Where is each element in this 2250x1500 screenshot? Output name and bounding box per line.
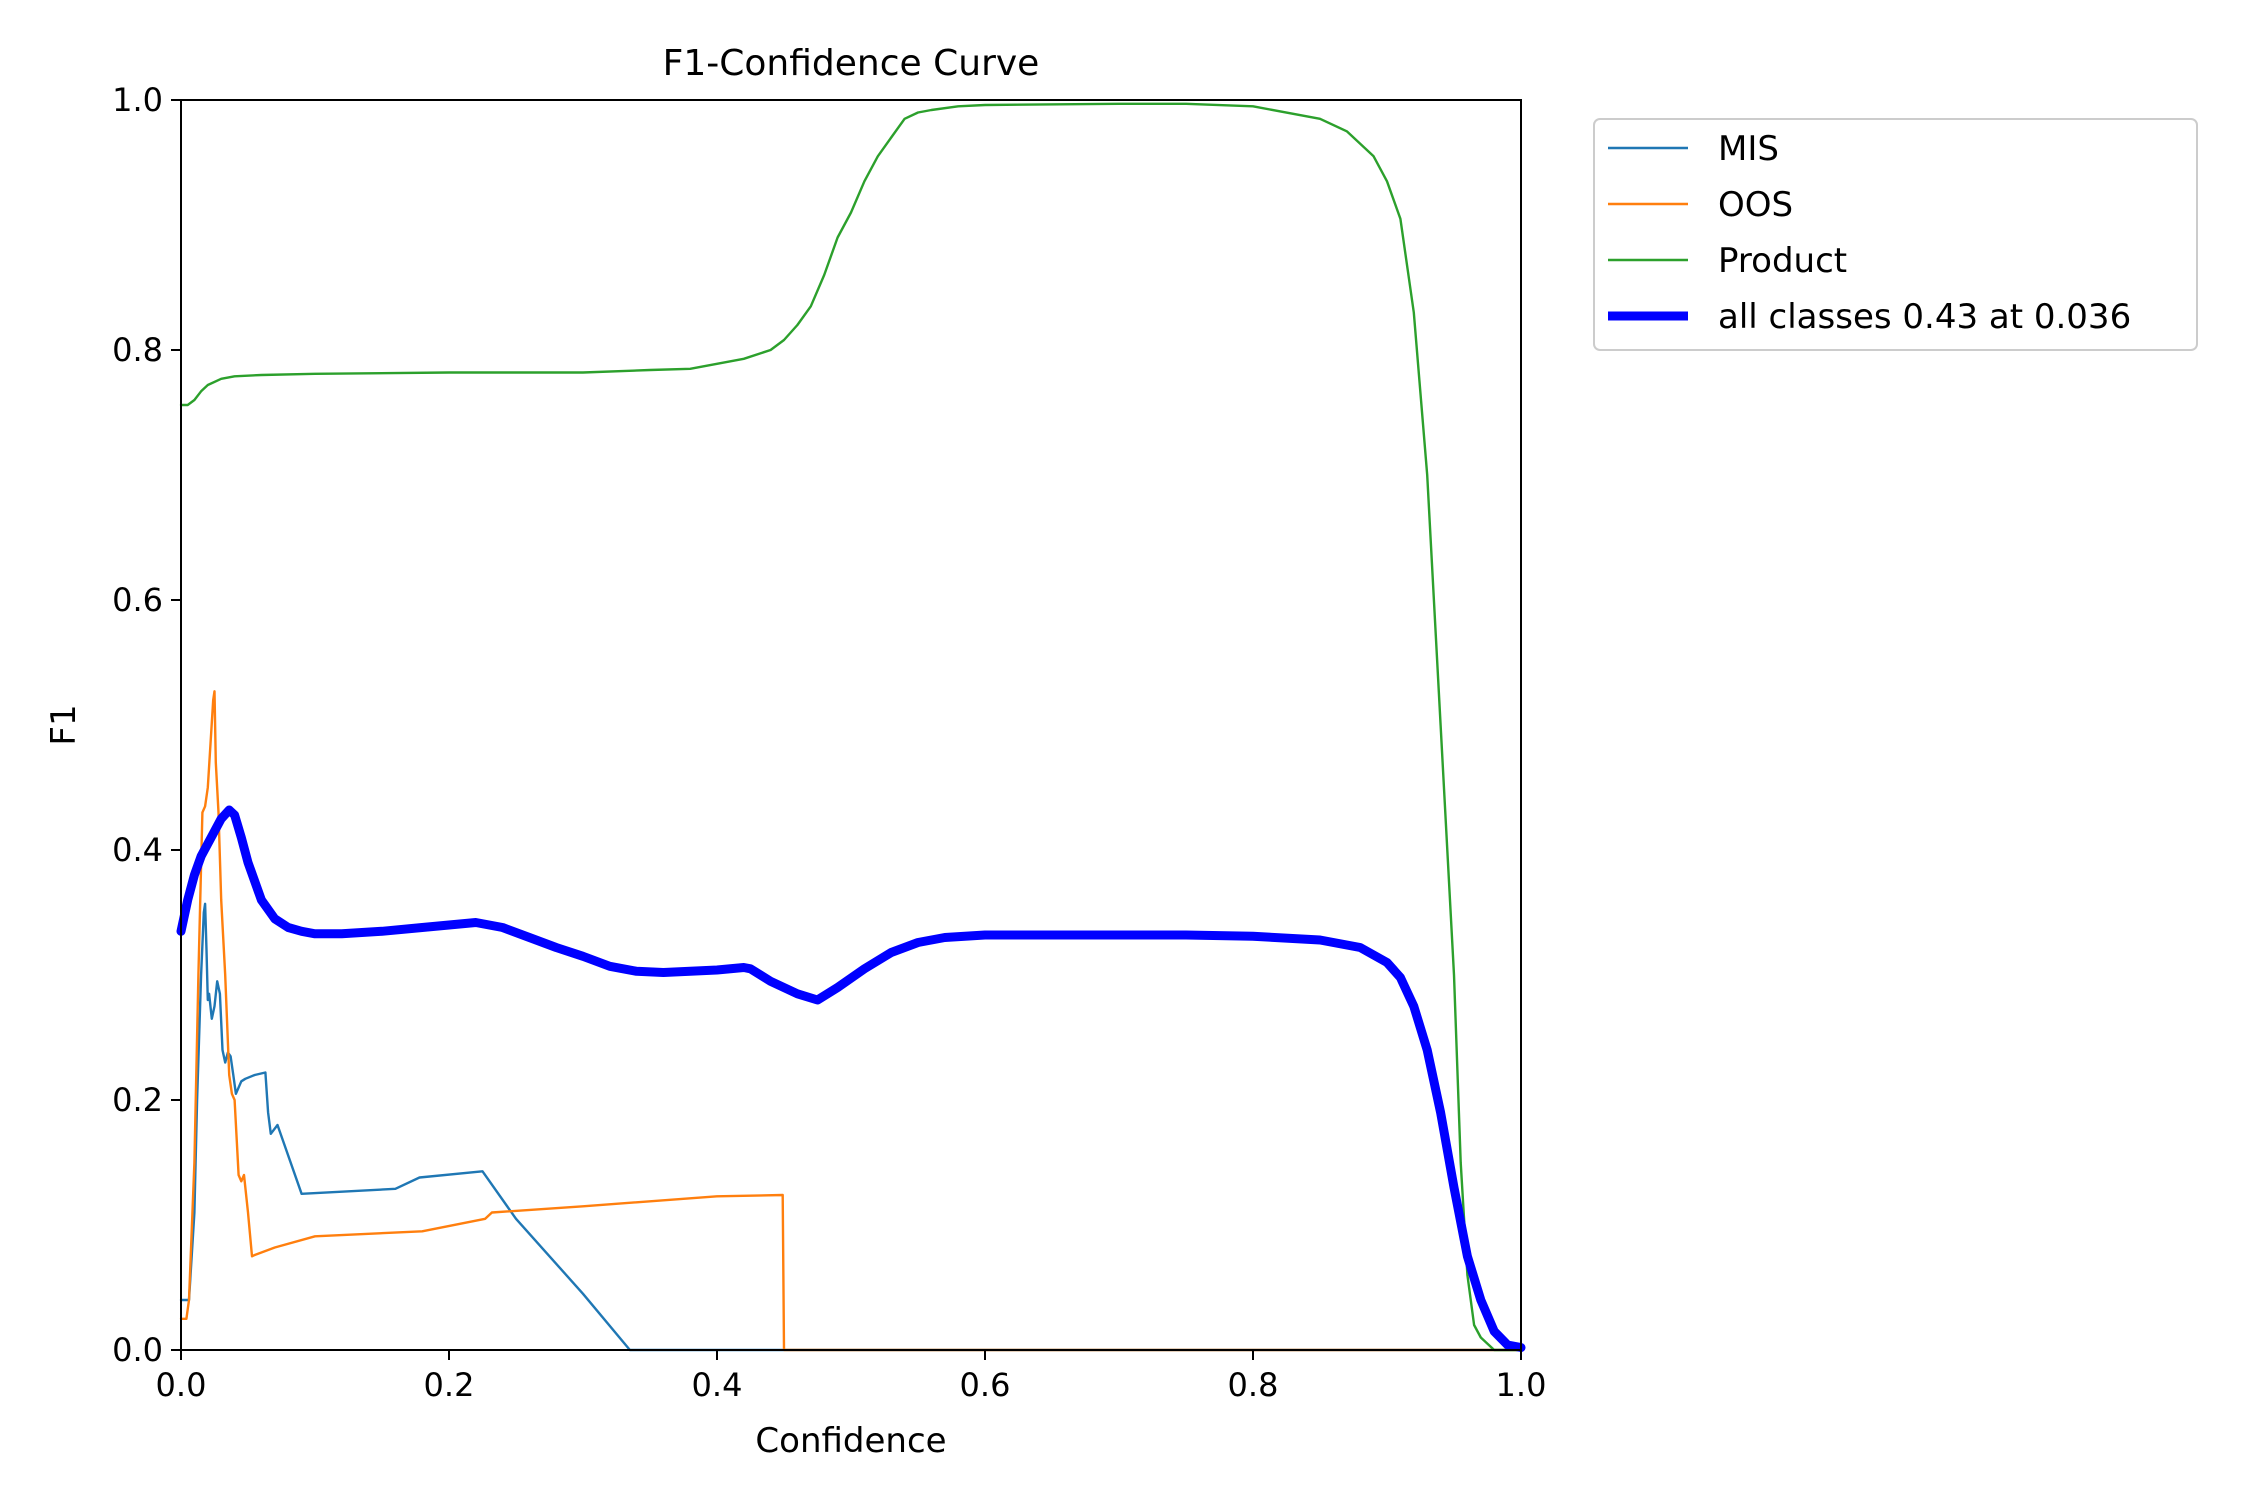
legend-entries: MIS OOS Product all classes 0.43 at 0.036 <box>1608 129 2131 337</box>
x-tick-label: 0.0 <box>156 1366 207 1404</box>
legend-label-2: OOS <box>1718 185 1793 225</box>
x-axis: 0.0 0.2 0.4 0.6 0.8 1.0 <box>156 1350 1547 1404</box>
plot-frame <box>180 99 1522 1351</box>
x-tick-label: 0.8 <box>1228 1366 1279 1404</box>
y-tick-label: 0.8 <box>112 331 163 369</box>
x-tick-label: 0.6 <box>960 1366 1011 1404</box>
x-tick-label: 0.2 <box>424 1366 475 1404</box>
legend-box <box>1593 118 2198 351</box>
series-line-2 <box>179 690 1523 1352</box>
series-layer <box>176 102 1526 1352</box>
y-tick-label: 0.2 <box>112 1081 163 1119</box>
x-tick-label: 1.0 <box>1496 1366 1547 1404</box>
y-tick-label: 0.4 <box>112 831 163 869</box>
y-axis: 0.0 0.2 0.4 0.6 0.8 1.0 <box>112 81 181 1369</box>
chart-title: F1-Confidence Curve <box>663 43 1040 84</box>
x-tick-label: 0.4 <box>692 1366 743 1404</box>
y-tick-label: 0.6 <box>112 581 163 619</box>
legend-label-3: Product <box>1718 241 1847 281</box>
x-axis-label: Confidence <box>755 1421 946 1461</box>
legend: MIS OOS Product all classes 0.43 at 0.036 <box>1593 118 2198 351</box>
y-tick-label: 0.0 <box>112 1331 163 1369</box>
series-line-4 <box>176 805 1526 1352</box>
legend-label-4: all classes 0.43 at 0.036 <box>1718 297 2131 337</box>
y-axis-label: F1 <box>44 704 84 745</box>
legend-label-1: MIS <box>1718 129 1779 169</box>
y-tick-label: 1.0 <box>112 81 163 119</box>
series-line-3 <box>179 102 1523 1352</box>
